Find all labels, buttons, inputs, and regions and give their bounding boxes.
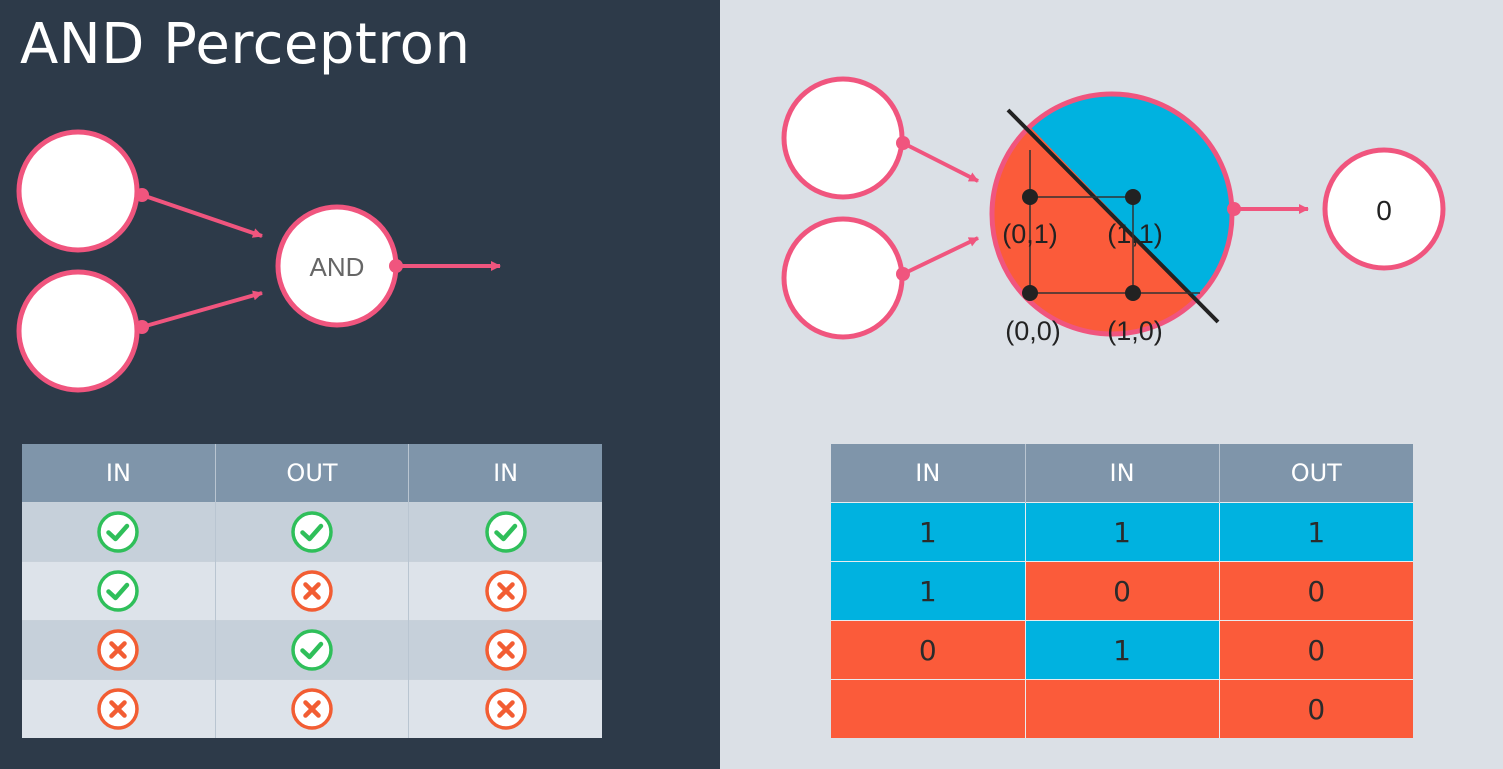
- check-circle-icon: [291, 511, 333, 553]
- point-0-1: [1022, 189, 1038, 205]
- table-cell: 1: [831, 561, 1026, 621]
- right-header-out: OUT: [1219, 444, 1413, 503]
- cross-circle-icon: [291, 570, 333, 612]
- point-1-1: [1125, 189, 1141, 205]
- table-cell: [831, 679, 1026, 738]
- left-edge-2: [141, 290, 263, 329]
- table-cell: 1: [1025, 502, 1220, 562]
- left-truth-table: IN OUT IN: [22, 444, 602, 738]
- table-cell: [22, 679, 216, 738]
- left-input-node-1: [16, 129, 140, 253]
- right-table-header-row: IN IN OUT: [831, 444, 1413, 503]
- left-header-in-1: IN: [22, 444, 216, 503]
- left-header-out: OUT: [215, 444, 410, 503]
- right-header-in-1: IN: [831, 444, 1026, 503]
- table-cell: 1: [1219, 502, 1413, 562]
- right-output-dot: [1227, 202, 1241, 216]
- cross-circle-icon: [97, 688, 140, 730]
- point-label-1-0: (1,0): [1107, 316, 1163, 346]
- page-title: AND Perceptron: [20, 12, 471, 77]
- table-cell: 0: [1219, 679, 1413, 738]
- right-input-node-2: [781, 216, 905, 340]
- table-cell: [408, 620, 602, 680]
- table-row: [22, 502, 602, 562]
- table-cell: 0: [831, 620, 1026, 680]
- right-header-in-2: IN: [1025, 444, 1220, 503]
- table-row: [22, 679, 602, 738]
- right-perceptron: (0,1) (1,1) (0,0) (1,0) 0: [781, 76, 1446, 346]
- left-output-dot: [389, 259, 403, 273]
- left-edge-dot-1: [135, 188, 149, 202]
- left-header-in-2: IN: [408, 444, 602, 503]
- table-cell: [215, 620, 410, 680]
- output-value: 0: [1376, 195, 1392, 226]
- cross-circle-icon: [484, 688, 527, 730]
- table-cell: [408, 679, 602, 738]
- table-cell: 1: [1025, 620, 1220, 680]
- cross-circle-icon: [97, 629, 140, 671]
- table-cell: 0: [1025, 561, 1220, 621]
- point-label-1-1: (1,1): [1107, 219, 1163, 249]
- table-row: [22, 620, 602, 680]
- right-edge-dot-2: [896, 267, 910, 281]
- point-label-0-1: (0,1): [1002, 219, 1058, 249]
- table-cell: [22, 502, 216, 562]
- cross-circle-icon: [291, 688, 333, 730]
- left-edge-dot-2: [135, 320, 149, 334]
- right-input-node-1: [781, 76, 905, 200]
- table-cell: [215, 561, 410, 621]
- point-0-0: [1022, 285, 1038, 301]
- table-cell: [408, 502, 602, 562]
- cross-circle-icon: [484, 570, 527, 612]
- table-cell: [215, 679, 410, 738]
- left-table-header-row: IN OUT IN: [22, 444, 602, 503]
- right-edge-1: [902, 141, 979, 183]
- table-cell: 1: [831, 502, 1026, 562]
- check-circle-icon: [484, 511, 527, 553]
- cross-circle-icon: [484, 629, 527, 671]
- left-input-node-2: [16, 269, 140, 393]
- table-row: 0: [831, 679, 1413, 738]
- right-edge-2: [902, 236, 979, 276]
- point-label-0-0: (0,0): [1005, 316, 1061, 346]
- point-1-0: [1125, 285, 1141, 301]
- check-circle-icon: [97, 570, 140, 612]
- right-edge-dot-1: [896, 136, 910, 150]
- check-circle-icon: [97, 511, 140, 553]
- table-cell: [22, 561, 216, 621]
- output-node: [1322, 147, 1446, 271]
- table-cell: 0: [1219, 561, 1413, 621]
- check-circle-icon: [291, 629, 333, 671]
- left-perceptron: AND: [16, 129, 501, 393]
- decision-boundary: [1006, 108, 1220, 324]
- table-cell: [1025, 679, 1220, 738]
- left-edge-1: [141, 193, 263, 238]
- table-cell: [408, 561, 602, 621]
- table-cell: [22, 620, 216, 680]
- table-cell: [215, 502, 410, 562]
- table-cell: 0: [1219, 620, 1413, 680]
- table-row: [22, 561, 602, 621]
- and-node-label: AND: [310, 252, 365, 282]
